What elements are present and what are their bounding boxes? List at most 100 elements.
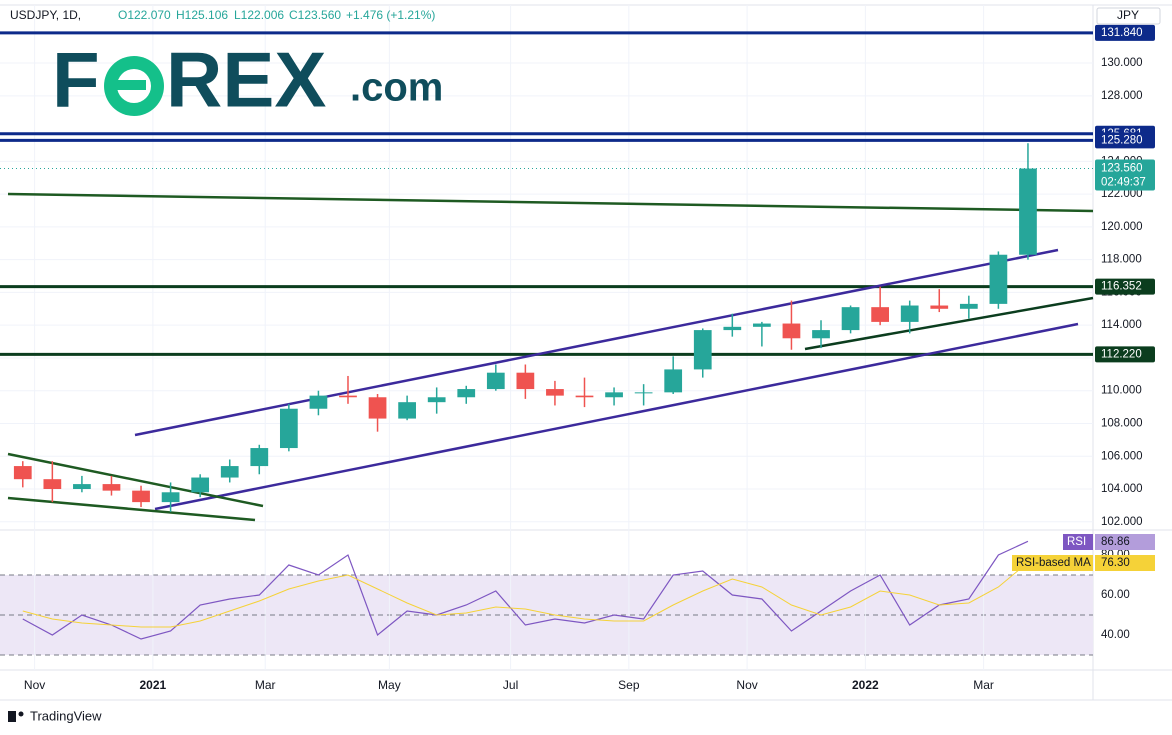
ohlc-high: H125.106	[176, 8, 228, 22]
y-tick-label: 102.000	[1101, 516, 1143, 528]
value-label: 86.86	[1101, 536, 1130, 548]
level-label-box	[1095, 24, 1155, 41]
y-tick-label: 114.000	[1101, 319, 1142, 331]
trend-line	[7, 192, 1094, 213]
rsi-background	[0, 574, 1093, 656]
y-tick-label: 40.00	[1101, 629, 1130, 641]
candle-body	[959, 303, 978, 309]
last-price-label: 123.560	[1101, 163, 1143, 175]
logo-suffix: .com	[350, 66, 443, 110]
y-tick-label: 108.000	[1101, 418, 1143, 430]
value-label: 76.30	[1101, 557, 1130, 569]
candle-body	[664, 369, 683, 393]
candle-body	[102, 484, 121, 491]
countdown: 02:49:37	[1101, 177, 1146, 189]
y-tick-label: 130.000	[1101, 57, 1143, 69]
candle-body	[132, 490, 150, 503]
y-tick-label: 104.000	[1101, 483, 1143, 495]
candle-body	[1019, 168, 1037, 255]
candle-body	[73, 484, 91, 490]
candle-body	[516, 372, 535, 390]
symbol: USDJPY, 1D,	[10, 8, 81, 22]
candle-body	[900, 305, 919, 322]
marks	[13, 143, 1037, 640]
x-tick-label: May	[378, 678, 401, 692]
candle-body	[13, 466, 32, 480]
rsi-line	[22, 562, 1029, 628]
candle-body	[753, 323, 771, 327]
trend-line	[804, 296, 1094, 351]
x-tick-label: 2022	[852, 678, 879, 692]
logo-coin-bar	[116, 80, 146, 90]
logo: F REX .com	[52, 36, 443, 124]
level-label: 125.280	[1101, 134, 1143, 146]
footer: TradingView	[30, 708, 102, 723]
level-label: 116.352	[1101, 281, 1142, 293]
logo-text: REX	[166, 36, 326, 124]
currency-box[interactable]	[1096, 7, 1161, 25]
currency: JPY	[1117, 8, 1139, 22]
level-label-box	[1095, 346, 1155, 363]
candle-body	[812, 330, 830, 339]
candle-body	[575, 395, 594, 398]
level-label-box	[1095, 278, 1155, 295]
candle-body	[191, 477, 210, 493]
candle-body	[457, 389, 476, 398]
y-tick-label: 106.000	[1101, 450, 1143, 462]
y-tick-label: 60.00	[1101, 589, 1130, 601]
tv-icon	[8, 711, 16, 722]
ohlc-open: O122.070	[118, 8, 171, 22]
trend-line	[7, 496, 256, 522]
level-label: 112.220	[1101, 348, 1142, 360]
x-tick-label: Mar	[255, 678, 276, 692]
candle-body	[989, 254, 1008, 304]
candle-body	[43, 479, 62, 490]
candle-body	[723, 326, 742, 331]
ohlc-change: +1.476 (+1.21%)	[346, 8, 435, 22]
x-tick-label: 2021	[140, 678, 167, 692]
y-tick-label: 120.000	[1101, 221, 1143, 233]
candle-body	[782, 323, 801, 339]
candle-body	[398, 402, 416, 419]
candle-body	[930, 305, 949, 309]
ohlc-low: L122.006	[234, 8, 284, 22]
level-label: 131.840	[1101, 27, 1143, 39]
level-label-box	[1095, 132, 1155, 149]
candle-body	[368, 397, 387, 419]
value-box	[1095, 555, 1155, 571]
tv-logo: TradingView	[8, 708, 102, 723]
x-tick-label: Jul	[503, 678, 518, 692]
x-tick-label: Mar	[973, 678, 994, 692]
ohlc-close: C123.560	[289, 8, 341, 22]
legend-box	[1012, 555, 1093, 571]
x-tick-label: Sep	[618, 678, 640, 692]
y-tick-label: 110.000	[1101, 385, 1142, 397]
tv-icon	[18, 711, 24, 717]
candle-body	[339, 395, 357, 398]
trend-line	[154, 322, 1079, 511]
logo-text: F	[52, 36, 100, 124]
candle-body	[486, 372, 505, 390]
legend-name: RSI	[1067, 536, 1086, 548]
x-tick-label: Nov	[24, 678, 45, 692]
y-tick-label: 118.000	[1101, 254, 1142, 266]
legend-name: RSI-based MA	[1016, 557, 1091, 569]
candle-body	[161, 492, 180, 503]
candle-body	[871, 307, 890, 322]
candle-body	[693, 330, 712, 370]
candle-body	[427, 397, 446, 403]
candle-body	[220, 466, 239, 478]
legend-box	[1063, 534, 1093, 550]
x-tick-label: Nov	[736, 678, 757, 692]
candle-body	[841, 307, 860, 331]
y-tick-label: 128.000	[1101, 90, 1143, 102]
candle-body	[546, 389, 564, 396]
candle-body	[250, 448, 269, 467]
value-box	[1095, 534, 1155, 550]
candle-body	[309, 395, 328, 409]
y-tick-label: 122.000	[1101, 188, 1143, 200]
rsi-line	[22, 540, 1029, 640]
trend-line	[7, 452, 264, 508]
